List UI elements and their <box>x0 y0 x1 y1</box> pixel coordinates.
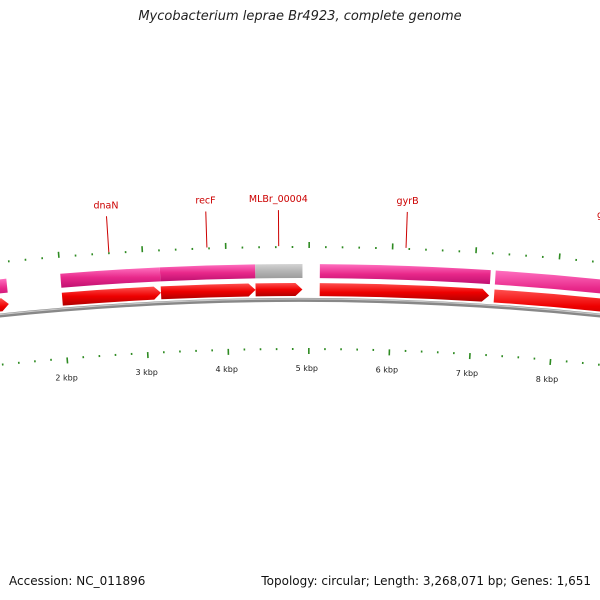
scale-label: 4 kbp <box>216 365 238 374</box>
strand-arrow-dnaN <box>61 286 161 306</box>
feature-arc-wrap <box>0 278 8 294</box>
strand-arrow-wrap <box>0 298 9 312</box>
feature-arc-MLBr_00004 <box>255 264 303 279</box>
inner-tick <box>549 358 552 366</box>
scale-ticks: 2 kbp 3 kbp 4 kbp 5 kbp 6 kbp 7 kbp 8 kbp <box>1 242 600 384</box>
feature-arc-dnaN <box>60 267 161 288</box>
gene-label-gyrA: gyrA <box>597 210 600 221</box>
gene-leader-recF <box>205 211 208 248</box>
feature-arcs <box>0 264 600 318</box>
feature-arc-recF <box>159 264 256 282</box>
outer-tick <box>558 253 561 260</box>
gene-label-dnaN: dnaN <box>93 200 118 211</box>
genome-backbone <box>0 298 600 318</box>
genome-summary: Topology: circular; Length: 3,268,071 bp… <box>261 574 591 588</box>
feature-arc-gyrA <box>494 270 600 294</box>
strand-arrow-recF <box>160 283 256 300</box>
gene-label-recF: recF <box>195 195 215 206</box>
strand-arrow-gyrA <box>493 289 600 312</box>
genome-backbone-highlight <box>0 298 600 316</box>
gene-leader-gyrB <box>405 211 408 248</box>
gene-labels: dnaN recF MLBr_00004 gyrB gyrA <box>93 194 600 253</box>
accession-label: Accession: NC_011896 <box>9 574 146 588</box>
gene-label-MLBr_00004: MLBr_00004 <box>249 194 308 205</box>
scale-label: 3 kbp <box>135 368 157 377</box>
scale-label: 2 kbp <box>55 373 77 382</box>
scale-label: 8 kbp <box>536 375 558 384</box>
genome-title: Mycobacterium leprae Br4923, complete ge… <box>138 9 462 24</box>
gene-label-gyrB: gyrB <box>397 196 419 207</box>
scale-label: 6 kbp <box>376 365 398 374</box>
scale-label: 7 kbp <box>456 369 478 378</box>
scale-label: 5 kbp <box>296 364 318 373</box>
feature-arc-gyrB <box>319 264 491 285</box>
gene-leader-dnaN <box>105 216 110 253</box>
strand-arrow-gyrB <box>319 283 490 302</box>
strand-arrow-MLBr_00004 <box>255 283 303 297</box>
